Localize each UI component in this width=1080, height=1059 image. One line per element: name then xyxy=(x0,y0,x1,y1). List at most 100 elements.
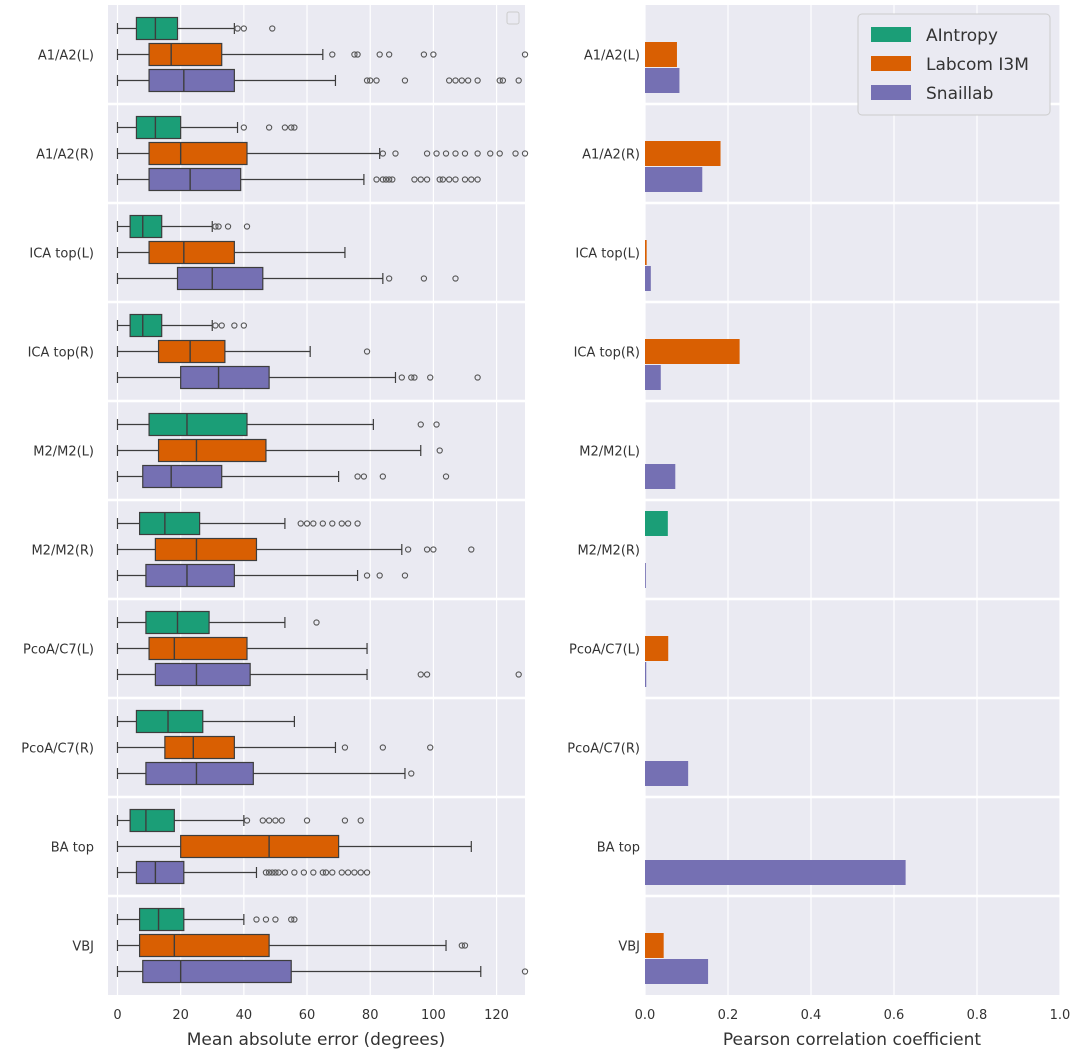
box-iqr xyxy=(148,42,223,67)
box-outlier xyxy=(461,176,469,183)
box-iqr xyxy=(129,214,163,239)
bar-labcom-i3m-ica-top-l xyxy=(645,240,647,265)
bar-snaillab-a1-a2-l xyxy=(645,68,680,93)
box-outlier xyxy=(243,223,251,230)
bar-snaillab-ica-top-r xyxy=(645,365,661,390)
box-outlier xyxy=(291,916,298,923)
box-outlier xyxy=(240,322,247,329)
box-labcom-i3m-m2-m2-l xyxy=(116,438,443,463)
box-outlier xyxy=(351,869,358,876)
box-labcom-i3m-a1-a2-r xyxy=(116,141,529,166)
bar-snaillab-pcoa-c7-r xyxy=(645,761,689,786)
box-outlier xyxy=(446,77,453,84)
bar-snaillab-pcoa-c7-l xyxy=(645,662,647,687)
box-outlier xyxy=(212,322,219,329)
boxplot-x-tick-label: 60 xyxy=(299,1008,316,1023)
boxplot-x-tick-label: 100 xyxy=(421,1008,446,1023)
box-labcom-i3m-pcoa-c7-l xyxy=(116,636,368,661)
box-iqr xyxy=(148,240,235,265)
bar-labcom-i3m-a1-a2-l xyxy=(645,42,677,67)
box-outlier xyxy=(363,348,371,355)
box-outlier xyxy=(474,176,481,183)
bar-snaillab-m2-m2-l xyxy=(645,464,676,489)
box-iqr xyxy=(164,735,235,760)
bar-aintropy-m2-m2-r xyxy=(645,511,668,536)
box-outlier xyxy=(423,546,431,553)
bar-category-label: VBJ xyxy=(618,940,640,955)
box-outlier xyxy=(338,869,345,876)
box-outlier xyxy=(417,421,424,428)
box-outlier xyxy=(521,51,529,58)
box-outlier xyxy=(386,51,393,58)
box-iqr xyxy=(135,115,182,140)
box-iqr xyxy=(138,907,185,932)
box-outlier xyxy=(521,150,529,157)
box-outlier xyxy=(379,176,386,183)
box-outlier xyxy=(269,25,276,32)
box-iqr xyxy=(129,313,163,338)
box-outlier xyxy=(442,150,450,157)
box-outlier xyxy=(240,25,247,32)
box-outlier xyxy=(427,744,434,751)
box-outlier xyxy=(341,744,349,751)
box-outlier xyxy=(411,374,418,381)
box-aintropy-m2-m2-r xyxy=(116,511,361,536)
box-outlier xyxy=(474,150,481,157)
box-snaillab-a1-a2-r xyxy=(116,167,481,192)
boxplot-category-label: ICA top(R) xyxy=(28,346,94,361)
box-outlier xyxy=(411,176,418,183)
box-aintropy-ica-top-l xyxy=(116,214,251,239)
bar-x-tick-label: 0.8 xyxy=(967,1008,988,1023)
box-outlier xyxy=(367,77,374,84)
box-iqr xyxy=(180,834,340,859)
box-outlier xyxy=(329,520,336,527)
bar-labcom-i3m-a1-a2-r xyxy=(645,141,721,166)
box-outlier xyxy=(389,176,396,183)
box-outlier xyxy=(297,520,304,527)
box-outlier xyxy=(401,572,409,579)
box-iqr xyxy=(135,16,179,41)
box-outlier xyxy=(281,124,289,131)
bar-snaillab-ba-top xyxy=(645,860,906,885)
box-labcom-i3m-a1-a2-l xyxy=(116,42,529,67)
boxplot-panel: 0 20 40 60 80 100 120 A1/A2(L) A1/A2(R) ICA top(L… xyxy=(21,5,529,1023)
empty-legend-box xyxy=(506,11,520,25)
box-outlier xyxy=(452,176,459,183)
box-iqr xyxy=(154,537,258,562)
box-outlier xyxy=(278,817,285,824)
box-outlier xyxy=(439,176,447,183)
box-snaillab-pcoa-c7-r xyxy=(116,761,415,786)
box-aintropy-a1-a2-l xyxy=(116,16,276,41)
box-outlier xyxy=(404,546,412,553)
box-outlier xyxy=(300,869,308,876)
box-outlier xyxy=(272,817,279,824)
box-outlier xyxy=(363,77,371,84)
boxplot-x-tick-label: 20 xyxy=(172,1008,189,1023)
box-outlier xyxy=(464,77,472,84)
box-outlier xyxy=(360,473,368,480)
box-outlier xyxy=(423,150,431,157)
bar-category-label: PcoA/C7(R) xyxy=(567,742,640,757)
box-outlier xyxy=(417,671,424,678)
bar-category-label: PcoA/C7(L) xyxy=(569,643,640,658)
box-outlier xyxy=(515,671,522,678)
box-outlier xyxy=(354,520,361,527)
box-iqr xyxy=(180,365,270,390)
bar-category-label: A1/A2(R) xyxy=(582,148,640,163)
legend-label-labcom-i3m: Labcom I3M xyxy=(926,55,1029,75)
box-outlier xyxy=(303,520,311,527)
box-outlier xyxy=(436,447,443,454)
box-outlier xyxy=(265,869,273,876)
boxplot-category-label: M2/M2(L) xyxy=(33,445,94,460)
bar-x-tick-label: 0.0 xyxy=(635,1008,656,1023)
box-labcom-i3m-ica-top-r xyxy=(116,339,371,364)
box-outlier xyxy=(363,869,371,876)
box-aintropy-ica-top-r xyxy=(116,313,247,338)
bar-x-axis-label: Pearson correlation coefficient xyxy=(723,1030,982,1050)
box-iqr xyxy=(138,511,201,536)
box-outlier xyxy=(496,150,503,157)
box-iqr xyxy=(157,339,226,364)
box-outlier xyxy=(420,275,428,282)
box-outlier xyxy=(499,77,507,84)
bar-category-label: M2/M2(L) xyxy=(579,445,640,460)
